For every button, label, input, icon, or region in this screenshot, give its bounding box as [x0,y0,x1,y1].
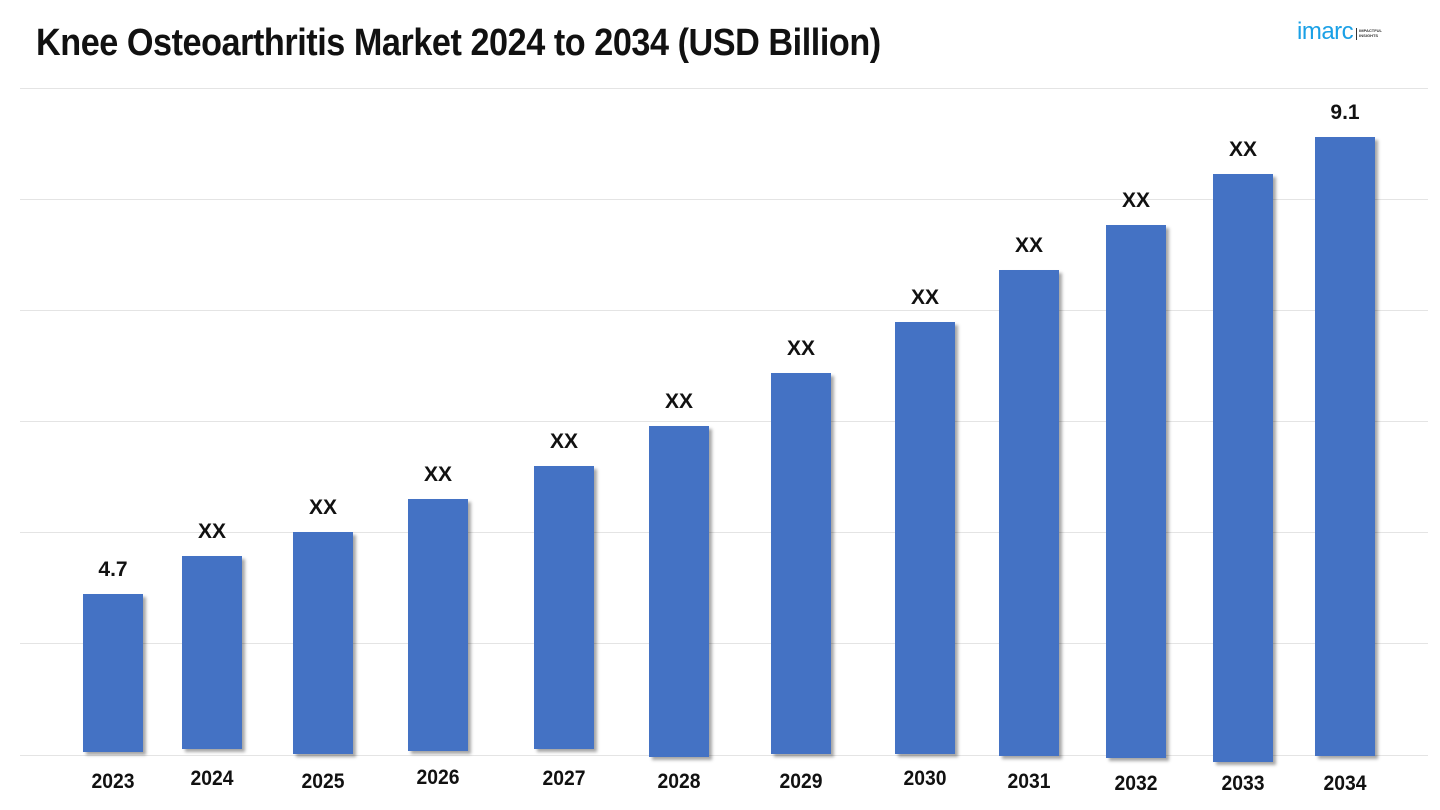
value-label: 9.1 [1330,101,1360,124]
value-label: XX [423,463,452,486]
imarc-logo: imarc IMPACTFUL INSIGHTS [1297,20,1382,44]
gridline [20,643,1428,644]
gridline [20,310,1428,311]
bar-2023 [83,594,143,752]
value-label: XX [308,496,337,519]
logo-tagline: IMPACTFUL INSIGHTS [1356,28,1382,40]
bar-2027 [534,466,594,749]
x-axis-label: 2031 [1007,770,1051,793]
x-axis-label: 2033 [1221,772,1265,795]
value-label: XX [1121,189,1150,212]
x-axis-label: 2034 [1323,772,1367,795]
value-label: XX [549,430,578,453]
value-label: XX [1014,234,1043,257]
bar-2031 [999,270,1059,756]
x-axis-label: 2025 [301,770,345,793]
value-label: XX [197,520,226,543]
bar-2026 [408,499,468,751]
gridline [20,755,1428,756]
bar-2025 [293,532,353,754]
x-axis-label: 2028 [657,770,701,793]
x-axis-label: 2026 [416,766,460,789]
gridline [20,532,1428,533]
x-axis-label: 2027 [542,767,586,790]
logo-wordmark: imarc [1297,18,1354,45]
bar-2032 [1106,225,1166,758]
bar-2029 [771,373,831,754]
bar-2030 [895,322,955,754]
value-label: XX [910,286,939,309]
x-axis-label: 2029 [779,770,823,793]
gridline [20,199,1428,200]
value-label: XX [786,337,815,360]
chart-title: Knee Osteoarthritis Market 2024 to 2034 … [36,22,881,64]
value-label: XX [1228,138,1257,161]
x-axis-label: 2023 [91,770,135,793]
gridline [20,421,1428,422]
bar-2024 [182,556,242,749]
bar-2034 [1315,137,1375,756]
gridline [20,88,1428,89]
x-axis-label: 2030 [903,767,947,790]
x-axis-label: 2024 [190,767,234,790]
x-axis-label: 2032 [1114,772,1158,795]
value-label: 4.7 [98,558,128,581]
bar-2028 [649,426,709,757]
value-label: XX [664,390,693,413]
bar-2033 [1213,174,1273,762]
